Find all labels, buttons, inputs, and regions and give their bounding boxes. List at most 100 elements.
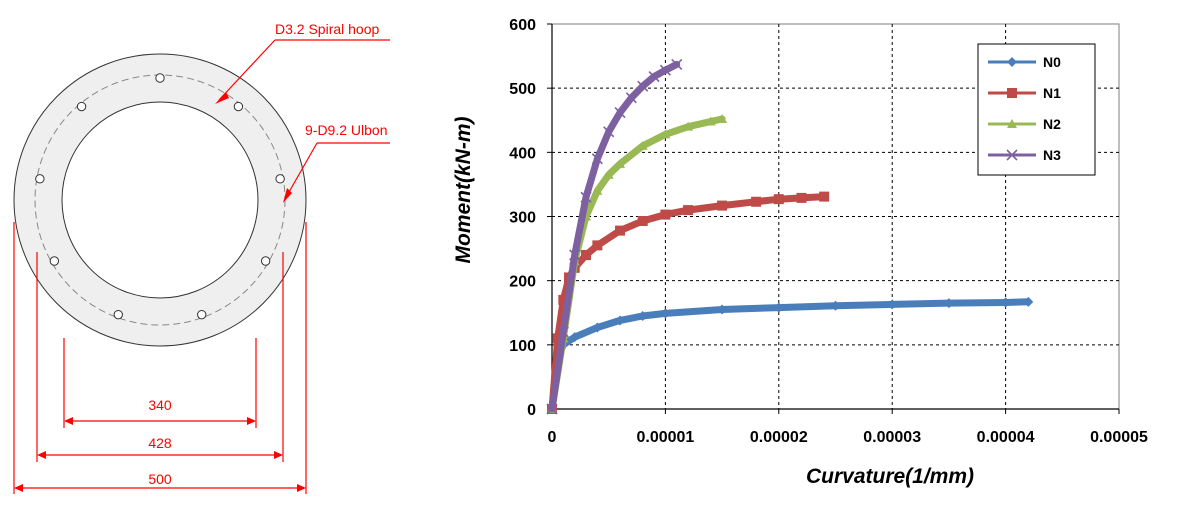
axes bbox=[547, 23, 1120, 414]
legend-box bbox=[977, 43, 1096, 176]
dimension-arrow-500-left bbox=[14, 484, 23, 492]
rebar bbox=[155, 73, 165, 83]
data-point bbox=[660, 129, 671, 139]
data-point bbox=[552, 333, 563, 344]
data-point bbox=[614, 106, 626, 119]
data-point bbox=[625, 92, 637, 104]
legend-item-n3: N3 bbox=[988, 147, 1061, 163]
dimension-340-label: 340 bbox=[148, 397, 172, 413]
data-point bbox=[615, 315, 626, 326]
cross-section: D3.2 Spiral hoop 9-D9.2 Ulbon 340 428 50… bbox=[13, 21, 390, 494]
legend-marker bbox=[1007, 88, 1017, 98]
x-tick-label: 0.00003 bbox=[863, 429, 921, 446]
x-tick-label: 0.00005 bbox=[1090, 429, 1148, 446]
y-tick-label: 200 bbox=[509, 274, 536, 291]
legend-label: N3 bbox=[1043, 147, 1061, 163]
rebar-leader-arrow bbox=[283, 188, 292, 203]
rebar-group bbox=[35, 73, 285, 320]
data-point bbox=[603, 169, 614, 179]
dimension-arrow-428-left bbox=[37, 451, 46, 459]
data-point bbox=[648, 71, 660, 83]
series-n3 bbox=[546, 58, 683, 415]
legend-marker bbox=[1007, 57, 1017, 67]
data-point bbox=[751, 196, 762, 207]
data-point bbox=[717, 200, 728, 211]
data-point bbox=[637, 80, 649, 92]
data-point bbox=[796, 192, 807, 203]
rebar bbox=[197, 309, 207, 320]
data-point bbox=[615, 225, 626, 236]
inner-circle bbox=[61, 101, 259, 299]
dimension-arrow-500-right bbox=[297, 484, 306, 492]
y-tick-label: 100 bbox=[509, 338, 536, 355]
legend-label: N1 bbox=[1043, 85, 1061, 101]
chart: 0 0.00001 0.00002 0.00003 0.00004 0.00005 0 10… bbox=[452, 17, 1148, 488]
data-point bbox=[592, 322, 603, 333]
legend-item-n1: N1 bbox=[988, 85, 1061, 101]
data-point bbox=[591, 153, 603, 165]
data-point bbox=[660, 308, 671, 319]
data-point bbox=[683, 121, 694, 131]
legend-marker bbox=[1007, 119, 1017, 128]
dimension-arrow-428-right bbox=[274, 451, 283, 459]
grid-lines bbox=[552, 24, 1119, 409]
data-point bbox=[637, 310, 648, 321]
rebar bbox=[35, 174, 45, 184]
data-point bbox=[557, 326, 569, 338]
legend-label: N2 bbox=[1043, 116, 1061, 132]
data-point bbox=[558, 294, 569, 305]
x-tick-label: 0.00002 bbox=[750, 429, 808, 446]
data-point bbox=[683, 205, 694, 216]
data-point bbox=[671, 58, 683, 70]
rebar bbox=[113, 309, 123, 320]
data-point bbox=[887, 299, 898, 310]
data-point bbox=[603, 126, 615, 138]
data-point bbox=[773, 302, 784, 313]
legend-label: N0 bbox=[1043, 54, 1061, 70]
data-point bbox=[546, 403, 558, 415]
data-point bbox=[717, 304, 728, 315]
spiral-hoop-label: D3.2 Spiral hoop bbox=[275, 21, 380, 37]
y-tick-label: 0 bbox=[527, 402, 536, 419]
data-point bbox=[637, 215, 648, 226]
legend-item-n0: N0 bbox=[988, 54, 1061, 70]
data-point bbox=[819, 191, 830, 202]
data-point bbox=[592, 240, 603, 251]
legend: N0 N1 N2 N3 bbox=[977, 43, 1096, 176]
rebar bbox=[49, 256, 60, 266]
data-point bbox=[705, 116, 716, 126]
data-point bbox=[615, 158, 626, 168]
data-point bbox=[569, 332, 580, 343]
data-point bbox=[581, 250, 592, 260]
rebar-leader-diagonal bbox=[284, 142, 318, 200]
rebar bbox=[260, 256, 271, 266]
dimension-500-label: 500 bbox=[148, 471, 172, 487]
dimension-428-label: 428 bbox=[148, 435, 172, 451]
data-point bbox=[637, 140, 648, 150]
data-point bbox=[592, 185, 603, 195]
y-tick-label: 600 bbox=[509, 17, 536, 34]
data-point bbox=[717, 113, 728, 123]
data-point bbox=[1000, 297, 1011, 308]
spiral-leader-arrow bbox=[215, 92, 229, 104]
rebar-label: 9-D9.2 Ulbon bbox=[305, 122, 388, 138]
data-point bbox=[830, 300, 841, 311]
y-tick-labels: 0 100 200 300 400 500 600 bbox=[509, 17, 536, 419]
legend-marker bbox=[1006, 149, 1018, 161]
rebar bbox=[76, 101, 87, 112]
series-line-n1 bbox=[548, 193, 828, 413]
y-tick-label: 300 bbox=[509, 210, 536, 227]
spiral-leader-diagonal bbox=[218, 39, 276, 101]
rebar bbox=[233, 101, 244, 112]
data-point bbox=[659, 64, 671, 76]
x-tick-labels: 0 0.00001 0.00002 0.00003 0.00004 0.00005 bbox=[548, 429, 1148, 446]
series-group bbox=[546, 58, 1034, 415]
data-point bbox=[580, 191, 592, 203]
y-tick-label: 500 bbox=[509, 81, 536, 98]
data-point bbox=[660, 209, 671, 220]
legend-items: N0 N1 N2 N3 bbox=[988, 54, 1061, 163]
rebar bbox=[275, 174, 285, 184]
x-tick-label: 0.00004 bbox=[977, 429, 1035, 446]
y-axis-title: Moment(kN-m) bbox=[452, 117, 475, 264]
